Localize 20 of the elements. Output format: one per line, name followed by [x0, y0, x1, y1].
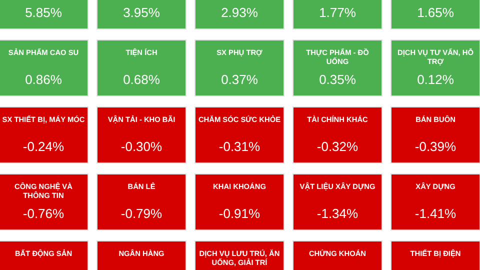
data-label: 0.35%	[319, 72, 356, 87]
data-label: 3.95%	[123, 5, 160, 20]
data-label: 0.37%	[221, 72, 258, 87]
data-label: 2.93%	[221, 5, 258, 20]
data-label: 0.68%	[123, 72, 160, 87]
data-label: -0.79%	[120, 206, 163, 221]
data-label: -0.76%	[22, 206, 65, 221]
data-label: -0.31%	[218, 139, 261, 154]
data-label: 0.86%	[25, 72, 62, 87]
data-label: -1.41%	[414, 206, 457, 221]
data-label: 0.12%	[417, 72, 454, 87]
data-label: -0.39%	[414, 139, 457, 154]
data-label: 1.65%	[417, 5, 454, 20]
data-label: -0.32%	[316, 139, 359, 154]
data-label: -0.30%	[120, 139, 163, 154]
data-label: 1.77%	[319, 5, 356, 20]
data-label: -0.24%	[22, 139, 65, 154]
data-label: -1.34%	[316, 206, 359, 221]
data-label: 5.85%	[25, 5, 62, 20]
data-label: -0.91%	[218, 206, 261, 221]
